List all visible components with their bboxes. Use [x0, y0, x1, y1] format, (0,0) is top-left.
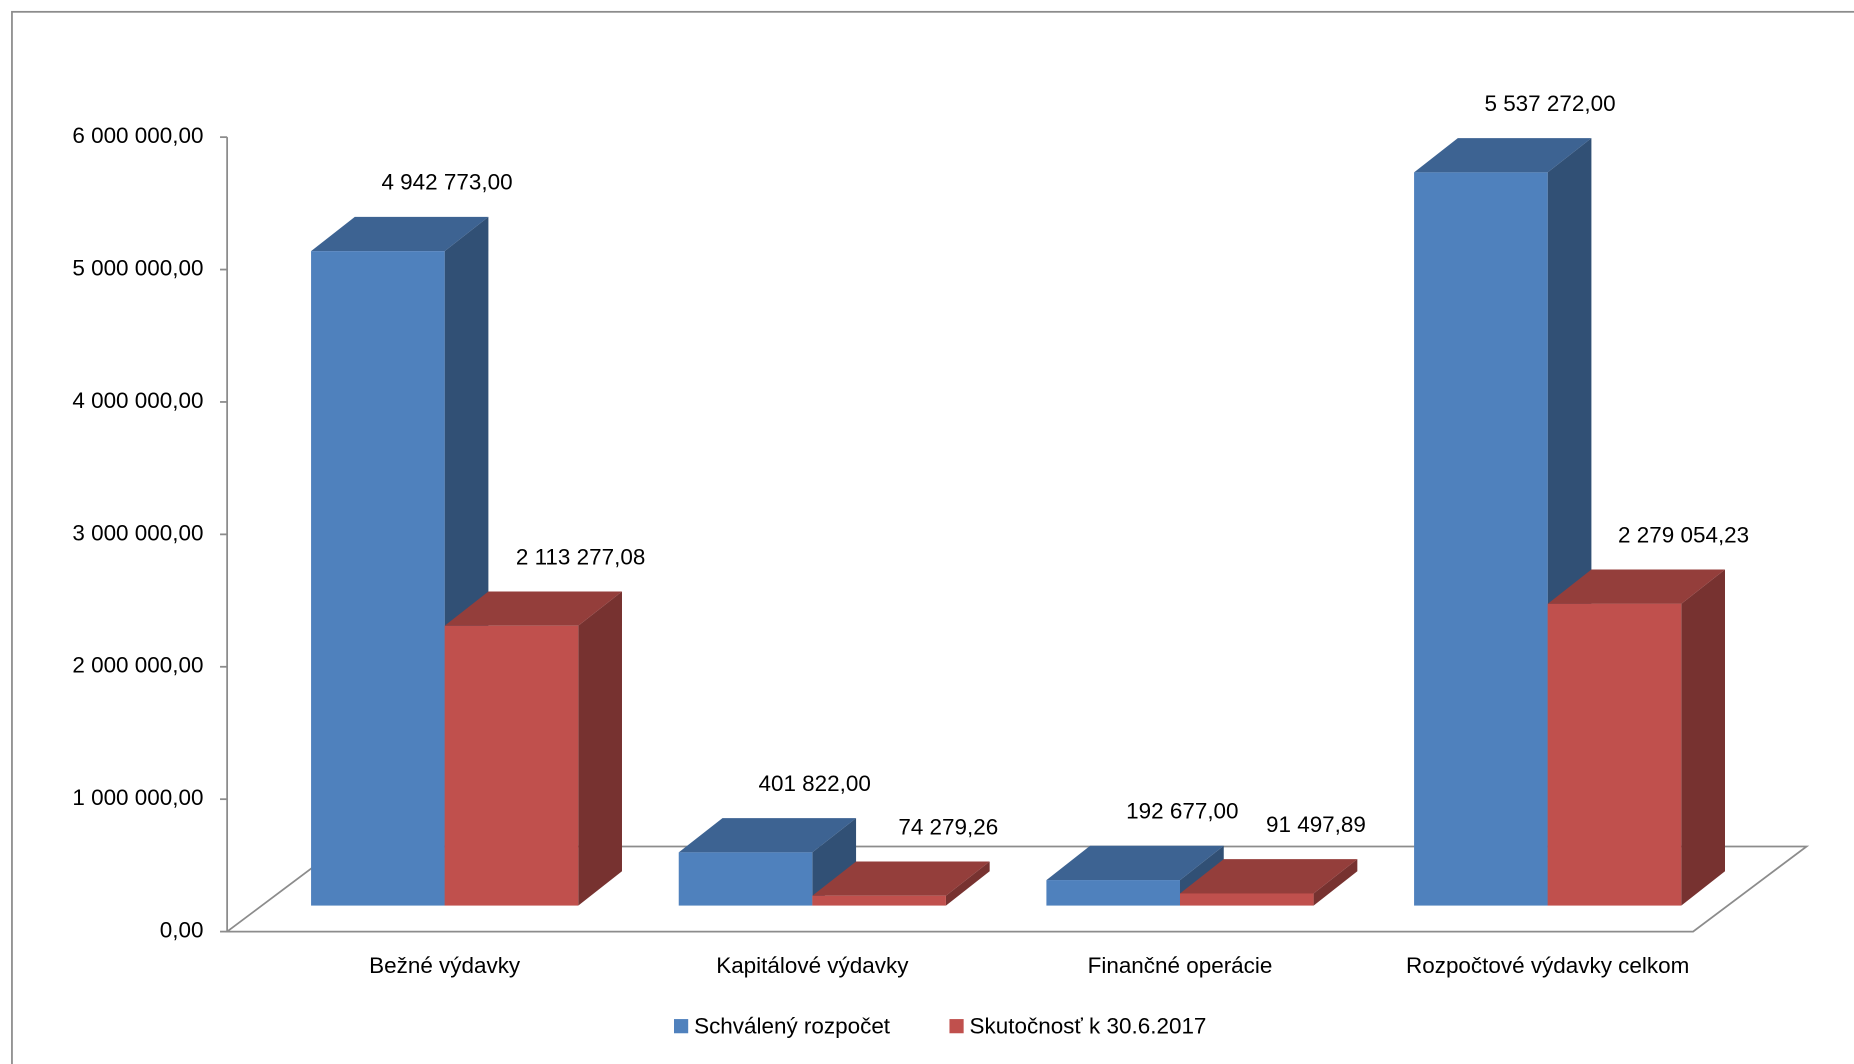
y-tick-label: 0,00	[160, 918, 204, 943]
x-tick-label: Kapitálové výdavky	[716, 953, 909, 978]
x-tick-label: Finančné operácie	[1088, 953, 1273, 978]
y-tick-label: 4 000 000,00	[72, 388, 203, 413]
legend-swatch	[674, 1019, 689, 1034]
bar-top	[1547, 569, 1725, 604]
legend-label: Skutočnosť k 30.6.2017	[970, 1013, 1207, 1038]
value-label: 5 537 272,00	[1484, 91, 1615, 116]
value-label: 401 822,00	[758, 771, 870, 796]
bar	[678, 852, 813, 906]
y-tick-label: 2 000 000,00	[72, 653, 203, 678]
bar-top	[311, 216, 489, 252]
bar-top	[444, 591, 622, 626]
bar-side	[578, 591, 622, 906]
bar	[444, 625, 579, 906]
value-label: 4 942 773,00	[381, 170, 512, 195]
y-tick-label: 3 000 000,00	[72, 520, 203, 545]
y-tick-label: 1 000 000,00	[72, 785, 203, 810]
y-tick-label: 6 000 000,00	[72, 123, 203, 148]
value-label: 91 497,89	[1266, 812, 1366, 837]
value-label: 192 677,00	[1126, 799, 1238, 824]
bar-side	[1313, 859, 1358, 906]
legend-label: Schválený rozpočet	[694, 1013, 891, 1038]
bar-side	[1681, 569, 1725, 906]
bar-top	[678, 818, 857, 853]
bar-top	[1414, 138, 1592, 173]
x-tick-label: Bežné výdavky	[369, 953, 521, 978]
bar-side	[945, 861, 990, 906]
legend-swatch	[949, 1019, 964, 1034]
bar	[812, 895, 946, 906]
y-tick-label: 5 000 000,00	[72, 255, 203, 280]
x-tick-label: Rozpočtové výdavky celkom	[1406, 953, 1689, 978]
bar	[1547, 603, 1682, 906]
bar-top	[1179, 859, 1358, 894]
value-label: 2 279 054,23	[1618, 522, 1749, 547]
bar-top	[1046, 845, 1224, 881]
floor	[224, 845, 1810, 933]
bar	[1179, 893, 1314, 906]
bar	[311, 251, 445, 906]
bar-side	[812, 818, 857, 906]
bar	[1414, 172, 1548, 906]
bar-top	[812, 861, 990, 896]
value-label: 2 113 277,08	[516, 544, 645, 569]
bar	[1046, 880, 1180, 906]
value-label: 74 279,26	[898, 814, 998, 839]
